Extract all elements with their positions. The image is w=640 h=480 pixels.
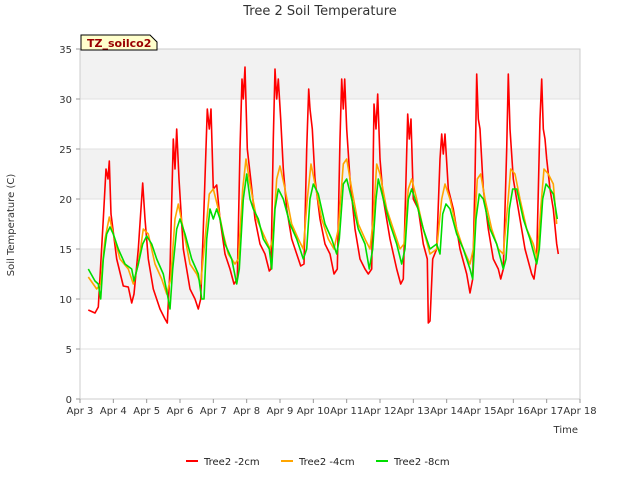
grid-band	[80, 49, 580, 99]
legend-label: Tree2 -8cm	[393, 457, 450, 468]
x-tick-label: Apr 6	[167, 406, 194, 417]
y-axis: 0 5 10 15 20 25 30 35	[59, 45, 80, 406]
grid-band	[80, 149, 580, 199]
x-tick-label: Apr 11	[330, 406, 363, 417]
y-tick-label: 25	[59, 145, 72, 156]
legend-label: Tree2 -4cm	[298, 457, 355, 468]
x-tick-label: Apr 9	[267, 406, 294, 417]
x-axis: Apr 3 Apr 4 Apr 5 Apr 6 Apr 7 Apr 8 Apr 9 Apr 1…	[67, 399, 597, 417]
y-axis-title: Soil Temperature (C)	[6, 174, 17, 277]
x-tick-label: Apr 3	[67, 406, 94, 417]
x-tick-label: Apr 18	[563, 406, 596, 417]
x-tick-label: Apr 15	[463, 406, 496, 417]
x-tick-label: Apr 8	[233, 406, 260, 417]
badge: TZ_soilco2	[80, 34, 158, 51]
series-line-2	[87, 158, 558, 295]
y-tick-label: 30	[59, 95, 72, 106]
plot-frame	[79, 48, 581, 400]
series-line-1	[87, 66, 560, 324]
x-tick-label: Apr 17	[530, 406, 563, 417]
series-line-3	[87, 173, 559, 310]
badge-label: TZ_soilco2	[87, 37, 151, 50]
x-tick-label: Apr 7	[200, 406, 227, 417]
x-tick-label: Apr 12	[363, 406, 396, 417]
legend: Tree2 -2cm Tree2 -4cm Tree2 -8cm	[186, 457, 450, 468]
x-axis-title: Time	[553, 425, 578, 436]
y-tick-label: 0	[66, 395, 72, 406]
x-tick-label: Apr 13	[397, 406, 430, 417]
x-tick-label: Apr 5	[133, 406, 160, 417]
legend-label: Tree2 -2cm	[203, 457, 260, 468]
x-tick-label: Apr 14	[430, 406, 463, 417]
series-lines	[87, 66, 560, 324]
x-tick-label: Apr 10	[297, 406, 330, 417]
y-tick-label: 10	[59, 295, 72, 306]
x-tick-label: Apr 16	[497, 406, 530, 417]
chart-title: Tree 2 Soil Temperature	[242, 4, 397, 19]
y-tick-label: 15	[59, 245, 72, 256]
badge-box	[80, 34, 158, 51]
y-tick-label: 5	[66, 345, 72, 356]
y-tick-label: 35	[59, 45, 72, 56]
x-tick-label: Apr 4	[100, 406, 127, 417]
y-tick-label: 20	[59, 195, 72, 206]
